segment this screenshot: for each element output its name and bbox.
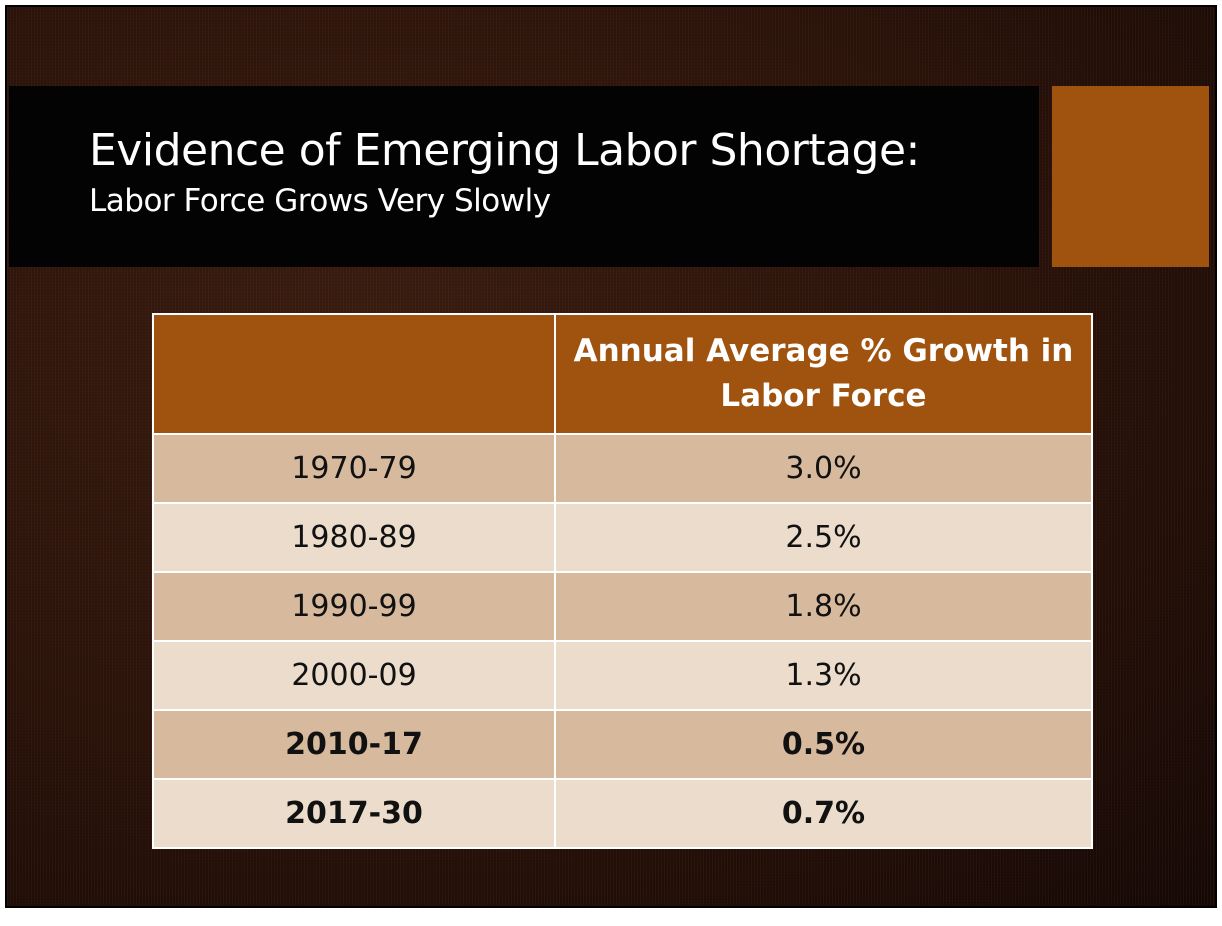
period-cell: 1980-89 — [152, 502, 556, 573]
growth-cell: 0.5% — [554, 709, 1093, 780]
table-row: 2000-09 1.3% — [152, 640, 1093, 711]
table-header-row: Annual Average % Growth in Labor Force — [152, 313, 1093, 435]
period-cell: 2017-30 — [152, 778, 556, 849]
table-row: 1970-79 3.0% — [152, 433, 1093, 504]
slide: Evidence of Emerging Labor Shortage: Lab… — [5, 5, 1217, 908]
table-row: 1980-89 2.5% — [152, 502, 1093, 573]
header-period — [152, 313, 556, 435]
growth-cell: 3.0% — [554, 433, 1093, 504]
growth-cell: 1.3% — [554, 640, 1093, 711]
title-bar: Evidence of Emerging Labor Shortage: Lab… — [9, 86, 1039, 267]
slide-title: Evidence of Emerging Labor Shortage: — [89, 125, 920, 176]
table-row: 2017-30 0.7% — [152, 778, 1093, 849]
header-growth: Annual Average % Growth in Labor Force — [554, 313, 1093, 435]
slide-subtitle: Labor Force Grows Very Slowly — [89, 183, 551, 219]
table-row: 1990-99 1.8% — [152, 571, 1093, 642]
table-row: 2010-17 0.5% — [152, 709, 1093, 780]
labor-force-table: Annual Average % Growth in Labor Force 1… — [152, 313, 1093, 849]
growth-cell: 1.8% — [554, 571, 1093, 642]
accent-block — [1052, 86, 1209, 267]
growth-cell: 2.5% — [554, 502, 1093, 573]
period-cell: 2010-17 — [152, 709, 556, 780]
period-cell: 1970-79 — [152, 433, 556, 504]
growth-cell: 0.7% — [554, 778, 1093, 849]
period-cell: 2000-09 — [152, 640, 556, 711]
period-cell: 1990-99 — [152, 571, 556, 642]
